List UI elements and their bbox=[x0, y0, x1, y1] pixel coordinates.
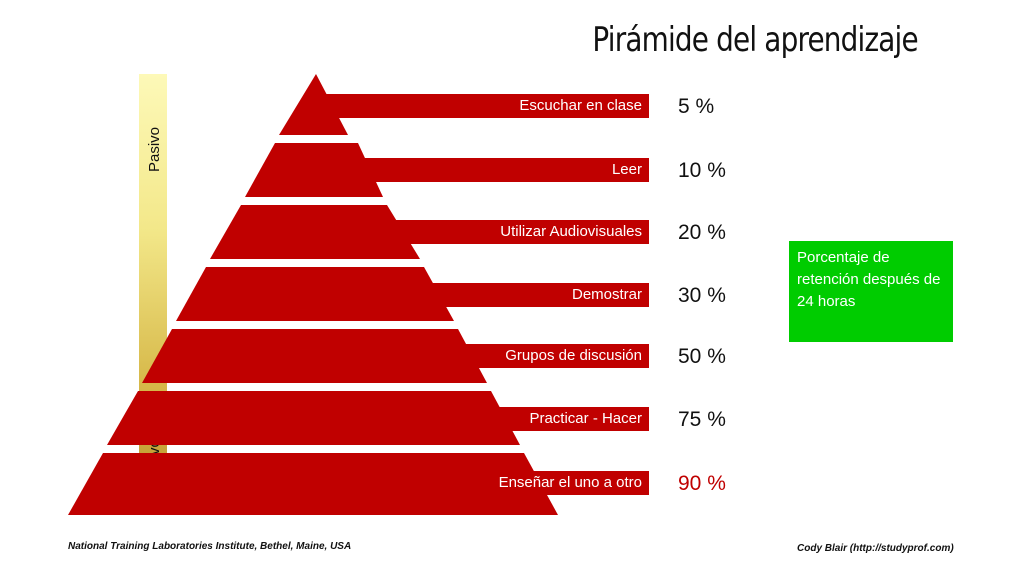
level-label-3: Utilizar Audiovisuales bbox=[500, 223, 642, 240]
label-band-4 bbox=[422, 283, 649, 307]
level-label-2: Leer bbox=[611, 161, 642, 178]
pyramid-tier-3 bbox=[210, 205, 420, 259]
retention-legend-box: Porcentaje de retención después de 24 ho… bbox=[789, 241, 953, 342]
level-percent-7: 90 % bbox=[678, 472, 726, 495]
pyramid-tier-2 bbox=[245, 143, 383, 197]
label-band-5 bbox=[458, 344, 649, 368]
author-credit: Cody Blair (http://studyprof.com) bbox=[797, 543, 954, 554]
level-percent-2: 10 % bbox=[678, 159, 726, 182]
pyramid-tier-6 bbox=[107, 391, 520, 445]
level-percent-4: 30 % bbox=[678, 284, 726, 307]
pyramid-tier-4 bbox=[176, 267, 454, 321]
level-label-7: Enseñar el uno a otro bbox=[498, 474, 642, 491]
page-title: Pirámide del aprendizaje bbox=[592, 20, 918, 60]
level-label-4: Demostrar bbox=[571, 286, 642, 303]
pyramid-tier-1 bbox=[279, 74, 348, 135]
pyramid-tier-5 bbox=[142, 329, 487, 383]
level-percent-1: 5 % bbox=[678, 95, 715, 118]
level-percent-3: 20 % bbox=[678, 221, 726, 244]
label-band-3 bbox=[390, 220, 649, 244]
level-label-5: Grupos de discusión bbox=[505, 347, 642, 364]
label-band-7 bbox=[524, 471, 649, 495]
label-band-1 bbox=[322, 94, 649, 118]
source-citation: National Training Laboratories Institute… bbox=[68, 541, 352, 552]
level-label-1: Escuchar en clase bbox=[519, 97, 642, 114]
level-label-6: Practicar - Hacer bbox=[529, 410, 642, 427]
pyramid-tier-7 bbox=[68, 453, 558, 515]
level-percent-5: 50 % bbox=[678, 345, 726, 368]
level-percent-6: 75 % bbox=[678, 408, 726, 431]
label-band-2 bbox=[360, 158, 649, 182]
label-band-6 bbox=[492, 407, 649, 431]
